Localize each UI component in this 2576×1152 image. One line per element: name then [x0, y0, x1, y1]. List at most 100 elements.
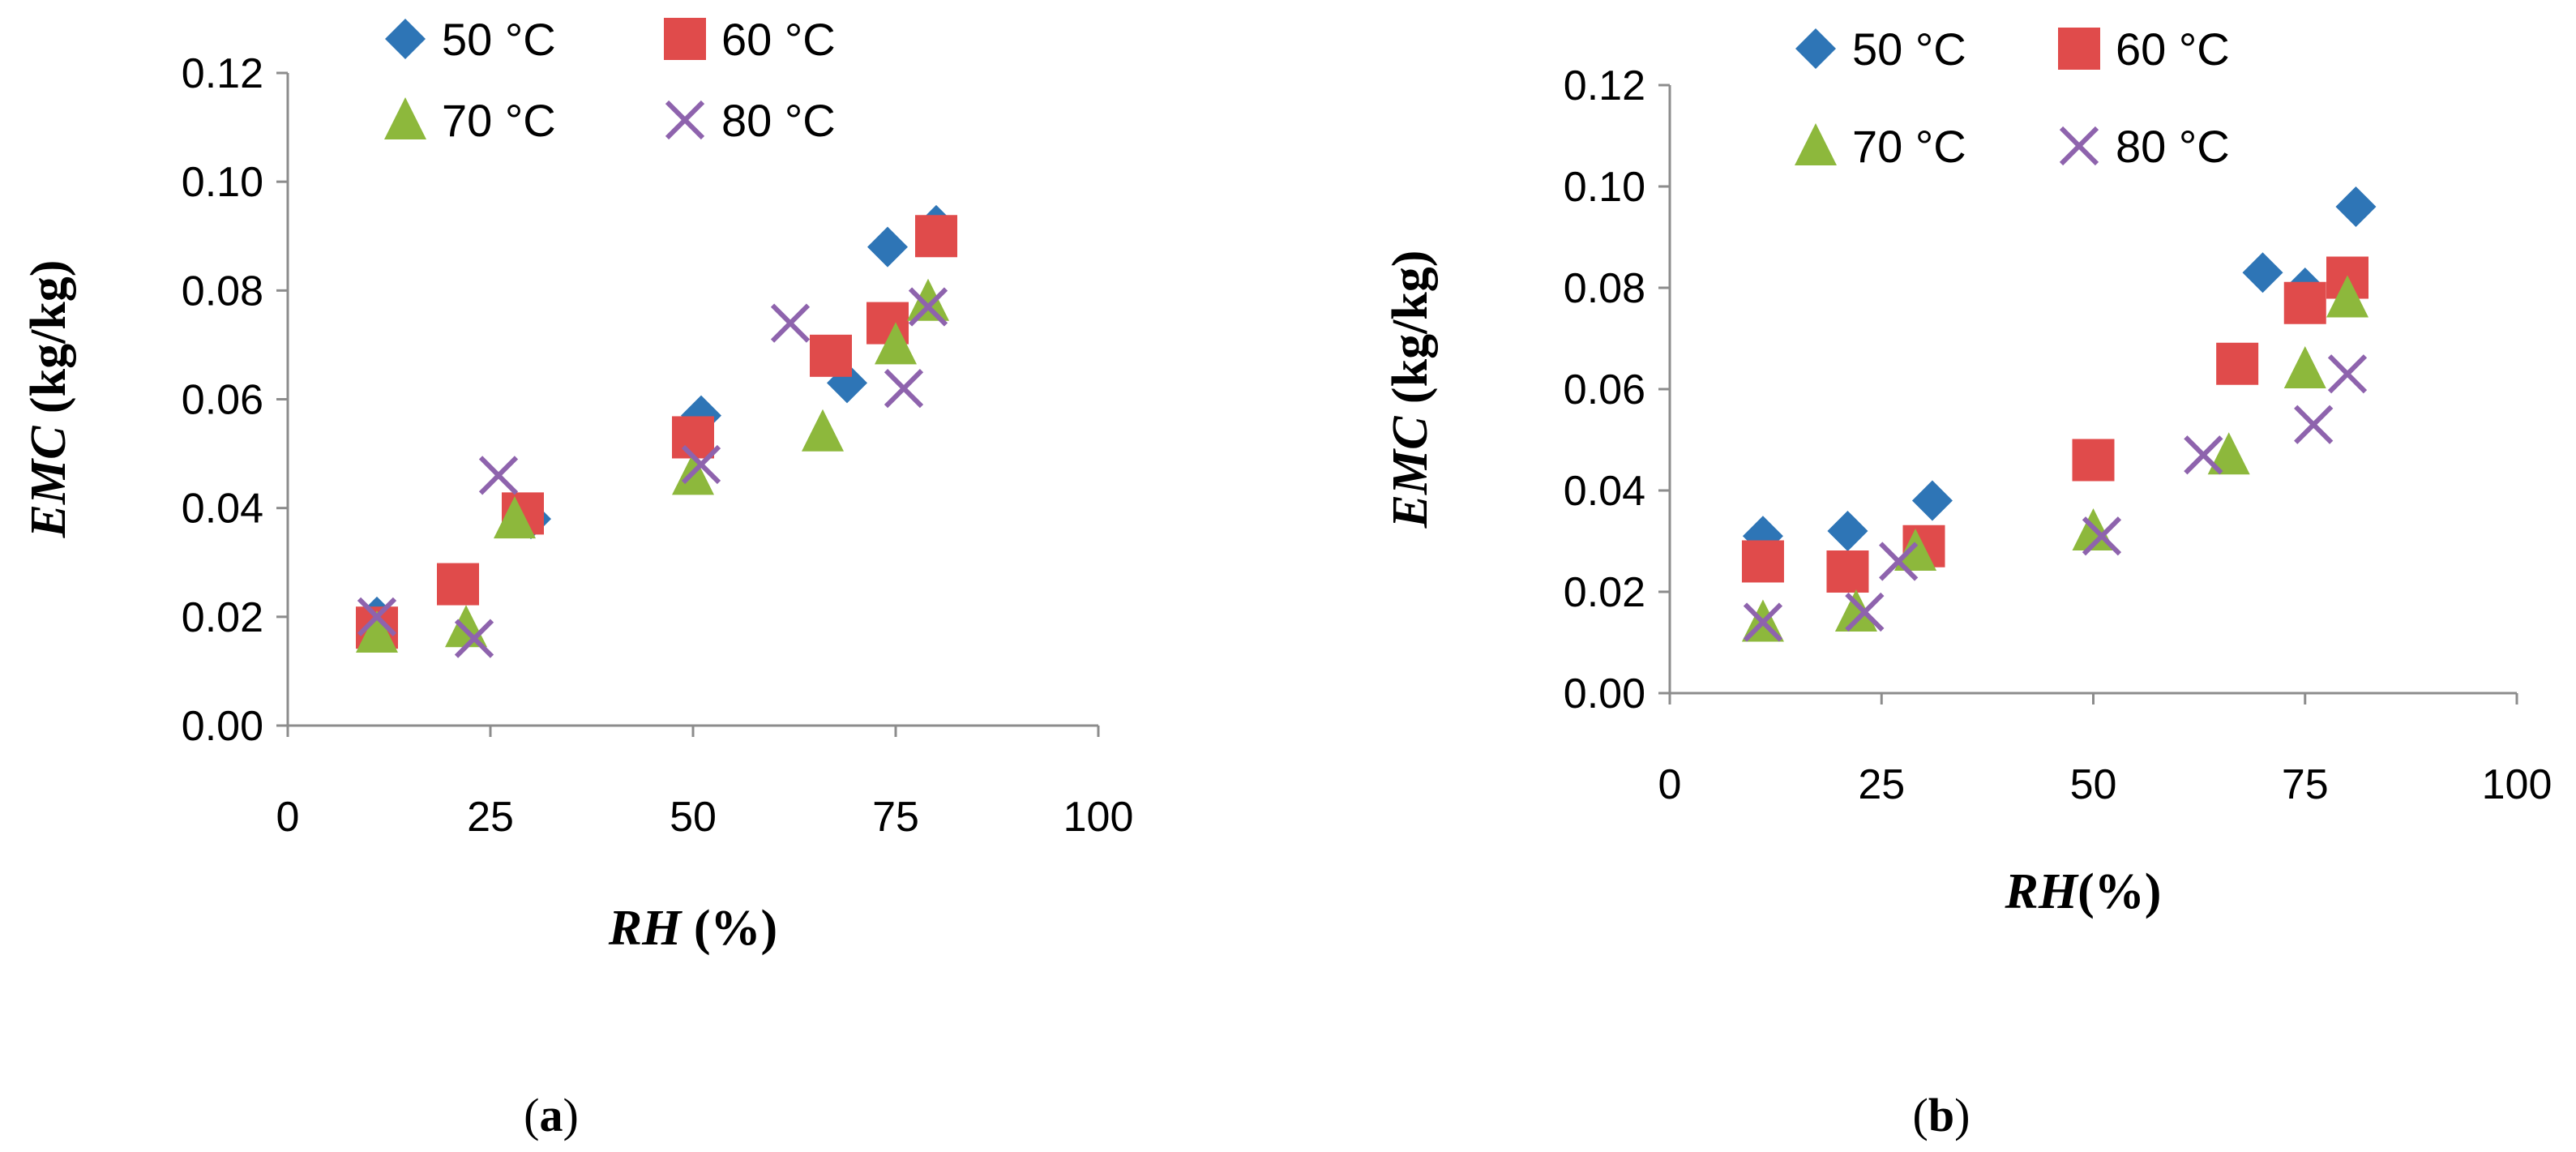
x-marker-stroke [2082, 516, 2122, 556]
y-tick-label: 0.00 [182, 703, 263, 750]
data-point-x [2294, 405, 2334, 444]
data-point-triangle [1834, 589, 1877, 632]
legend-label: 60 °C [2116, 24, 2230, 75]
x-tick-label: 75 [872, 794, 919, 841]
x-marker-stroke [2294, 405, 2334, 444]
y-tick-label: 0.08 [182, 268, 263, 315]
data-point-x [2327, 354, 2368, 394]
y-tick-label: 0.06 [1564, 366, 1645, 413]
legend-label: 50 °C [442, 14, 556, 65]
x-marker-stroke [454, 619, 494, 658]
data-point-triangle [356, 610, 398, 653]
legend-label: 50 °C [1852, 24, 1966, 75]
chart-a: 0.00 0.02 0.04 0.06 0.08 0.10 0.12 0 25 50 75 100 50… [21, 14, 1133, 1141]
legend-marker-diamond [1795, 28, 1836, 69]
x-tick-label: 50 [2070, 761, 2117, 808]
data-point-triangle [2207, 432, 2250, 475]
legend-label: 70 °C [1852, 121, 1966, 172]
x-marker-stroke [1845, 592, 1885, 632]
data-point-diamond [2335, 186, 2377, 227]
data-point-square [2216, 342, 2259, 385]
legend-marker-diamond [385, 19, 426, 59]
legend-marker-triangle [1795, 123, 1837, 165]
data-point-x [1879, 542, 1919, 581]
x-marker-stroke [357, 597, 397, 636]
data-point-x [357, 597, 397, 636]
legend-marker-triangle [384, 97, 426, 139]
data-point-triangle [802, 409, 844, 452]
x-axis-title: RH(%) [2005, 864, 2162, 919]
data-point-diamond [1827, 511, 1868, 551]
data-point-triangle [2283, 346, 2326, 388]
y-tick-label: 0.12 [182, 50, 263, 97]
data-point-square [1826, 550, 1869, 593]
data-point-x [454, 619, 494, 658]
x-tick-label: 100 [2482, 761, 2552, 808]
x-marker-stroke [1743, 602, 1783, 642]
x-tick-label: 50 [670, 794, 717, 841]
data-point-diamond [1911, 480, 1953, 521]
x-tick-label: 75 [2282, 761, 2329, 808]
panel-label: (b) [1913, 1089, 1971, 1141]
y-axis-title: EMC (kg/kg) [21, 260, 76, 539]
y-tick-label: 0.02 [182, 594, 263, 641]
data-point-square [810, 334, 852, 377]
data-point-x [2184, 435, 2223, 475]
y-tick-label: 0.06 [182, 377, 263, 424]
legend-label: 80 °C [2116, 121, 2230, 172]
y-tick-label: 0.00 [1564, 670, 1645, 717]
x-tick-label: 0 [276, 794, 300, 841]
panel-label: (a) [524, 1089, 579, 1141]
y-tick-label: 0.02 [1564, 569, 1645, 616]
data-point-square [2072, 439, 2115, 482]
x-marker-stroke [2184, 435, 2223, 475]
y-tick-label: 0.10 [182, 159, 263, 206]
x-marker-stroke [478, 456, 519, 495]
x-marker-stroke [681, 444, 721, 485]
y-tick-label: 0.04 [1564, 468, 1645, 515]
data-point-x [770, 303, 811, 343]
data-point-x [884, 368, 924, 409]
y-axis-title: EMC (kg/kg) [1383, 251, 1438, 529]
data-point-x [1845, 592, 1885, 632]
x-tick-label: 25 [1858, 761, 1905, 808]
y-tick-label: 0.12 [1564, 62, 1645, 109]
y-tick-label: 0.08 [1564, 265, 1645, 312]
legend-marker-x [665, 100, 705, 140]
x-marker-stroke [770, 303, 811, 343]
data-point-diamond [867, 226, 908, 268]
x-tick-label: 0 [1658, 761, 1682, 808]
x-tick-label: 25 [467, 794, 514, 841]
legend-marker-square [2058, 28, 2100, 70]
data-point-triangle [875, 322, 917, 365]
data-point-square [915, 215, 957, 258]
x-marker-stroke [2059, 126, 2099, 166]
data-point-triangle [1894, 529, 1937, 571]
y-tick-label: 0.04 [182, 486, 263, 533]
data-point-triangle [494, 496, 536, 539]
data-point-square [1741, 540, 1784, 583]
chart-b: 0.00 0.02 0.04 0.06 0.08 0.10 0.12 0 25 50 75 100 50… [1383, 24, 2552, 1141]
legend-label: 60 °C [721, 14, 836, 65]
x-marker-stroke [908, 287, 948, 327]
x-marker-stroke [1879, 542, 1919, 581]
x-marker-stroke [2327, 354, 2368, 394]
legend-marker-x [2059, 126, 2099, 166]
x-tick-label: 100 [1063, 794, 1134, 841]
data-point-square [672, 416, 714, 459]
x-marker-stroke [665, 100, 705, 140]
data-point-triangle [907, 278, 949, 321]
data-point-x [908, 287, 948, 327]
data-point-x [2082, 516, 2122, 556]
legend-label: 70 °C [442, 95, 556, 146]
x-axis-title: RH (%) [608, 901, 777, 956]
data-point-square [437, 563, 479, 606]
legend-marker-square [664, 18, 706, 60]
data-point-square [2283, 281, 2326, 324]
legend-label: 80 °C [721, 95, 836, 146]
data-point-diamond [2242, 252, 2283, 293]
data-point-triangle [2326, 275, 2368, 318]
data-point-x [681, 444, 721, 485]
